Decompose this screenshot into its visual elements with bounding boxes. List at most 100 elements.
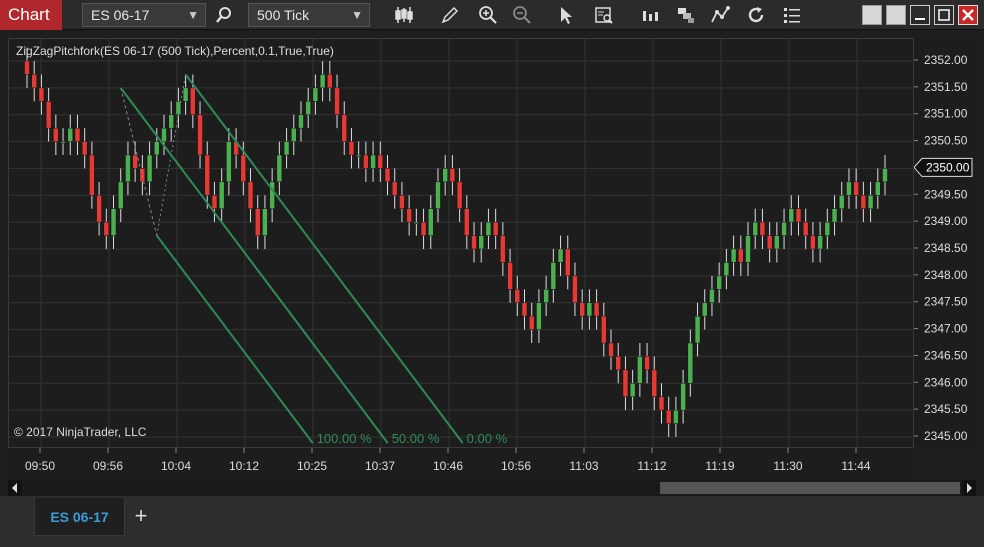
candle-down [384, 168, 391, 183]
candle-up [730, 248, 737, 263]
bar-spacing-icon[interactable] [638, 3, 662, 27]
candle-down [766, 235, 773, 250]
candle-down [449, 168, 456, 183]
scroll-left-icon [12, 483, 17, 493]
candle-down [247, 181, 254, 209]
instrument-selector[interactable]: ES 06-17 ▼ [82, 3, 206, 27]
link-window-button[interactable] [886, 5, 906, 25]
candle [182, 74, 189, 115]
bar-style-icon[interactable] [392, 3, 416, 27]
candle [860, 181, 867, 223]
candle [168, 101, 174, 142]
candle [680, 369, 686, 424]
zoom-in-icon[interactable] [476, 3, 500, 27]
price-axis[interactable]: 2352.00 2351.50 2351.00 2350.50 2350.00 2349.… [913, 38, 976, 448]
candle [161, 114, 167, 155]
chevron-down-icon: ▼ [187, 8, 199, 22]
candle [276, 141, 283, 196]
candle [838, 181, 845, 223]
pencil-icon[interactable] [438, 3, 462, 27]
candle [110, 195, 117, 249]
candle [593, 289, 600, 330]
candle-up [478, 235, 484, 250]
candle-down [197, 114, 203, 156]
candle [283, 128, 290, 169]
time-tick-label: 09:50 [25, 459, 55, 473]
close-button[interactable] [958, 5, 978, 25]
candle-down [802, 221, 809, 236]
price-tick-label: 2347.00 [924, 322, 968, 336]
candle [615, 343, 621, 384]
minimize-button[interactable] [910, 5, 930, 25]
current-price-marker [913, 157, 973, 177]
candle [456, 168, 463, 223]
candle-up [831, 208, 838, 223]
candle [601, 302, 607, 357]
time-tick-label: 11:12 [637, 459, 666, 473]
candle-up [637, 356, 643, 384]
candle [752, 208, 758, 249]
candle-down [38, 87, 45, 102]
candle-down [45, 101, 52, 129]
candle-up [168, 114, 174, 129]
candle-up [716, 275, 722, 290]
price-panel[interactable]: 100.00 % 50.00 % 0.00 % [8, 38, 915, 449]
tab-es-06-17[interactable]: ES 06-17 [34, 498, 125, 536]
candle-up [269, 181, 275, 209]
time-tick-label: 10:25 [297, 459, 327, 473]
zigzag-line [120, 87, 158, 236]
strategy-icon[interactable] [708, 3, 732, 27]
zoom-out-icon[interactable] [510, 3, 534, 27]
candle-up [701, 302, 708, 317]
pitchfork-level-label: 100.00 % [317, 431, 372, 446]
tile-window-button[interactable] [862, 5, 882, 25]
candle-up [226, 141, 232, 183]
add-tab-button[interactable]: + [134, 503, 148, 528]
price-tick-label: 2345.00 [924, 429, 968, 443]
candle-up [312, 87, 319, 102]
price-tick-label: 2345.50 [924, 402, 968, 416]
reload-icon[interactable] [744, 3, 768, 27]
candle [629, 369, 636, 411]
candle-down [240, 154, 247, 183]
candle-up [838, 195, 845, 209]
candle-up [175, 101, 182, 115]
candle [817, 222, 823, 263]
candle-up [774, 235, 780, 250]
candle-down [651, 369, 658, 397]
candle [831, 195, 838, 236]
chevron-down-icon: ▼ [351, 8, 363, 22]
candle-down [601, 315, 607, 344]
time-axis[interactable]: 09:50 09:56 10:04 10:12 10:25 10:37 10:46 10:56… [8, 448, 914, 480]
candle-down [507, 262, 513, 290]
candle [305, 87, 311, 129]
pointer-icon[interactable] [554, 3, 578, 27]
candle-down [53, 127, 59, 142]
scroll-thumb [660, 482, 960, 494]
stacked-windows-icon[interactable] [674, 3, 698, 27]
maximize-button[interactable] [934, 5, 954, 25]
horizontal-scrollbar[interactable] [8, 480, 976, 496]
properties-list-icon[interactable] [780, 3, 804, 27]
candle-up [218, 181, 225, 209]
time-tick-label: 10:56 [501, 459, 531, 473]
data-box-icon[interactable] [592, 3, 616, 27]
price-tick-label: 2351.50 [924, 80, 968, 94]
price-tick-label: 2351.00 [924, 107, 968, 121]
candle [204, 141, 211, 209]
candle-up [723, 262, 730, 277]
candle-up [817, 235, 823, 250]
candle [269, 168, 275, 223]
candle-up [687, 342, 694, 384]
search-instrument-icon[interactable] [212, 3, 236, 27]
candle [608, 329, 614, 370]
candle [802, 208, 809, 249]
candle-up [752, 221, 758, 236]
candle [485, 208, 492, 249]
candle [694, 302, 701, 357]
candle [420, 208, 427, 249]
candle-down [572, 275, 578, 303]
interval-selector[interactable]: 500 Tick ▼ [248, 3, 370, 27]
candle-down [139, 168, 146, 183]
candle-up [673, 409, 679, 424]
